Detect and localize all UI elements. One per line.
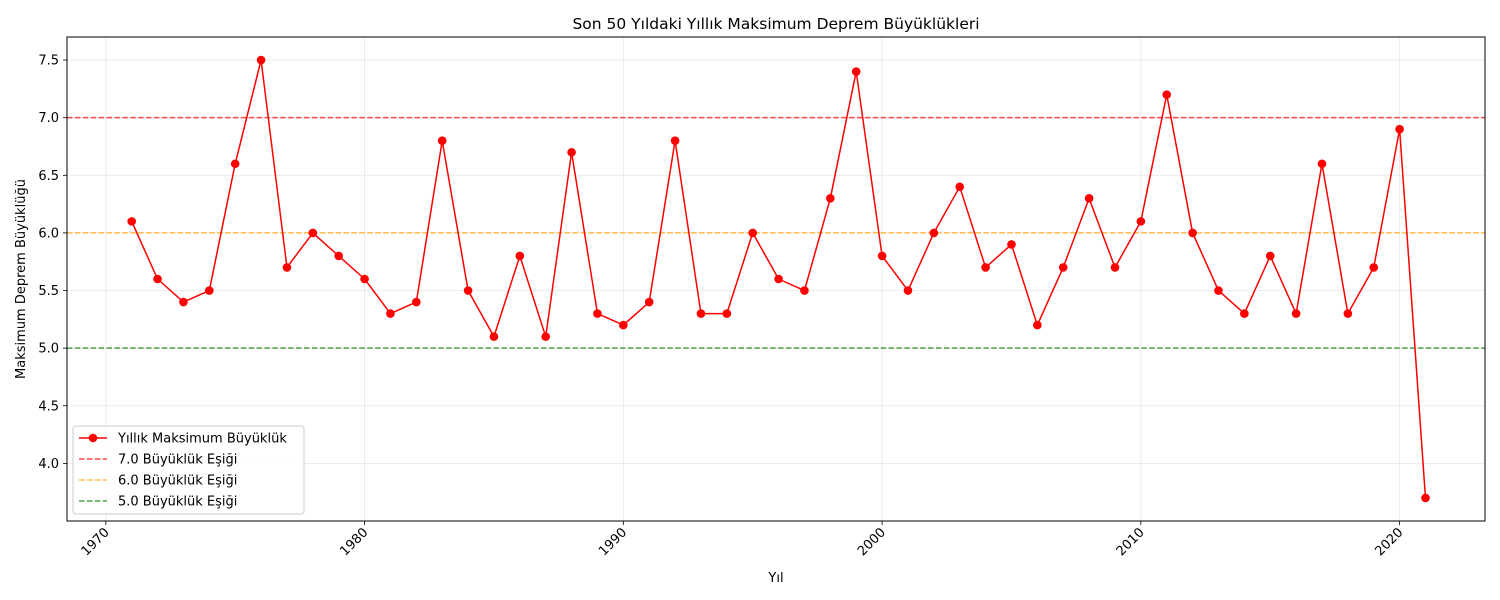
data-point <box>386 309 395 318</box>
data-point <box>929 228 939 238</box>
data-point <box>127 217 136 226</box>
data-point <box>256 55 266 65</box>
x-tick-label: 2020 <box>1372 525 1406 559</box>
data-point <box>670 136 680 146</box>
y-axis-label: Maksimum Deprem Büyüklüğü <box>14 179 29 379</box>
legend-entry-label: 6.0 Büyüklük Eşiği <box>118 474 237 489</box>
data-point <box>463 286 473 295</box>
data-point <box>903 286 913 295</box>
data-point <box>437 136 447 146</box>
data-point <box>1162 90 1172 99</box>
plot-frame <box>66 36 1486 522</box>
data-point <box>412 297 421 307</box>
data-point <box>1033 320 1042 330</box>
legend-entry-label: Yıllık Maksimum Büyüklük <box>117 432 287 447</box>
data-point <box>1421 493 1430 503</box>
data-point <box>1084 194 1094 203</box>
data-point <box>593 309 602 318</box>
data-point <box>567 147 576 157</box>
data-point <box>722 309 732 318</box>
x-tick-label: 2000 <box>855 525 889 559</box>
data-point <box>360 274 369 284</box>
data-point <box>1291 309 1301 318</box>
data-point <box>1395 124 1404 134</box>
data-point <box>1265 251 1275 261</box>
data-point <box>282 263 292 272</box>
legend-entry-label: 7.0 Büyüklük Eşiği <box>118 453 237 468</box>
data-point <box>1110 263 1120 272</box>
data-point <box>1369 263 1379 272</box>
legend: Yıllık Maksimum Büyüklük 7.0 Büyüklük Eşi… <box>72 425 305 515</box>
y-tick-label: 4.5 <box>38 399 59 414</box>
data-point <box>153 274 162 284</box>
x-tick-label: 1980 <box>337 525 371 559</box>
x-tick-label: 1990 <box>596 525 630 559</box>
data-point <box>515 251 525 261</box>
data-point <box>1136 217 1146 226</box>
data-point <box>748 228 758 238</box>
legend-entry-label: 5.0 Büyüklük Eşiği <box>118 495 237 510</box>
chart-title: Son 50 Yıldaki Yıllık Maksimum Deprem Bü… <box>572 15 979 33</box>
data-point <box>1188 228 1197 238</box>
data-point <box>308 228 318 238</box>
y-tick-label: 4.0 <box>38 457 59 472</box>
legend-box <box>72 425 305 515</box>
data-point <box>489 332 499 341</box>
data-point <box>230 159 240 169</box>
y-tick-label: 7.0 <box>38 111 59 126</box>
data-point <box>541 332 551 341</box>
data-point <box>1343 309 1353 318</box>
data-point <box>179 297 188 307</box>
data-point <box>774 274 783 284</box>
data-point <box>877 251 887 261</box>
x-axis-label: Yıl <box>767 571 783 586</box>
y-tick-label: 5.0 <box>38 342 59 357</box>
data-point <box>826 194 835 203</box>
data-point <box>1058 263 1068 272</box>
data-point <box>1240 309 1249 318</box>
y-tick-label: 6.5 <box>38 169 59 184</box>
data-point <box>955 182 965 192</box>
data-point <box>1007 240 1016 249</box>
y-tick-label: 5.5 <box>38 284 59 299</box>
data-point <box>800 286 809 295</box>
data-point <box>1214 286 1223 295</box>
legend-series-marker <box>88 433 98 443</box>
x-tick-label: 1970 <box>79 525 113 559</box>
y-tick-label: 7.5 <box>38 54 59 69</box>
data-point <box>851 67 861 76</box>
threshold-lines <box>67 116 1485 349</box>
data-point <box>696 309 706 318</box>
y-tick-label: 6.0 <box>38 226 59 241</box>
data-point <box>981 263 990 272</box>
x-tick-label: 2010 <box>1114 525 1148 559</box>
data-point <box>619 320 628 330</box>
y-axis: 4.0 4.5 5.0 5.5 6.0 6.5 7.0 7.5 <box>38 54 67 472</box>
data-point <box>1317 159 1327 169</box>
x-axis: 1970 1980 1990 2000 2010 2020 <box>79 521 1406 559</box>
data-point <box>644 297 654 307</box>
data-point <box>334 251 343 261</box>
data-point <box>205 286 214 295</box>
series-line <box>127 55 1430 503</box>
